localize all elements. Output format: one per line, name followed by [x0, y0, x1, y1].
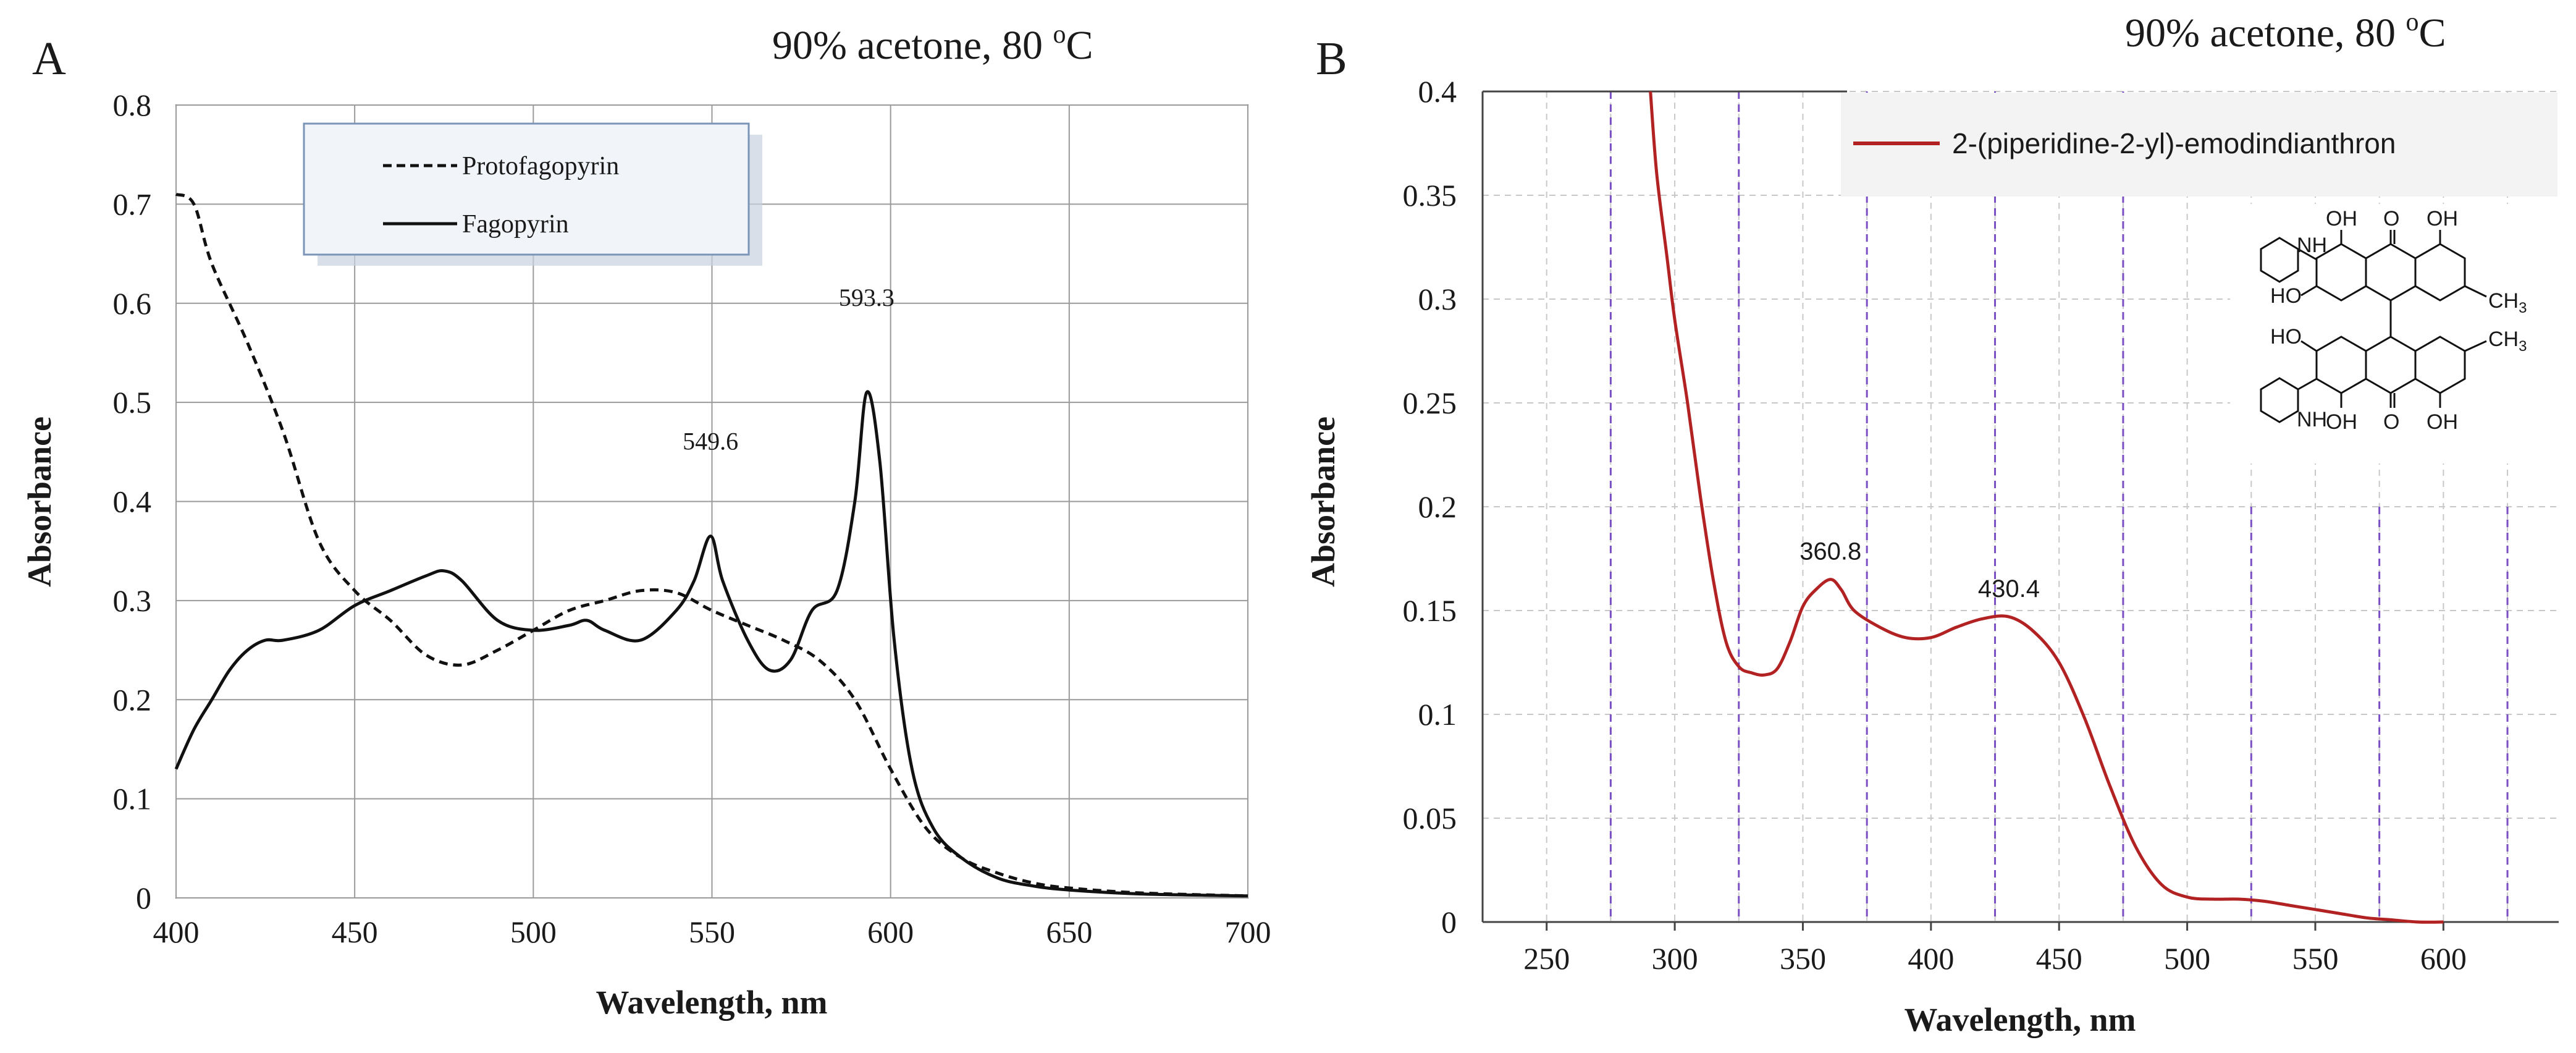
structure-label-o-upper: O [2383, 207, 2399, 230]
upper-methyl-bond [2464, 285, 2487, 298]
upper-piperidine-link [2297, 248, 2317, 261]
panel-a-y-axis-title: Absorbance [21, 417, 58, 587]
panel-a: A 90% acetone, 80 oC 400 450 500 550 600 650 7… [21, 20, 1271, 1021]
structure-label-o-lower: O [2383, 410, 2399, 434]
panel-a-y-tick-label: 0.8 [113, 88, 152, 122]
structure-label-ch-lower: CH [2488, 328, 2519, 351]
panel-a-y-tick-label: 0.1 [113, 782, 152, 816]
panel-a-series [174, 192, 1248, 898]
panel-b-x-axis-title: Wavelength, nm [1904, 1001, 2136, 1038]
structure-label-ho-lower: HO [2270, 325, 2302, 349]
structure-label-ch3-upper: CH3 [2488, 289, 2527, 316]
panel-a-y-ticks: 0 0.1 0.2 0.3 0.4 0.5 0.6 0.7 0.8 [113, 88, 152, 915]
panel-a-series-line-fagopyrin [174, 390, 1248, 898]
upper-ho-bond [2300, 285, 2317, 297]
panel-a-y-tick-label: 0.5 [113, 385, 152, 420]
panel-a-peak-label: 593.3 [839, 284, 894, 311]
panel-b-x-tick-label: 600 [2420, 941, 2467, 976]
panel-b-legend: 2-(piperidine-2-yl)-emodindianthron [1841, 93, 2557, 197]
panel-a-legend-box [303, 122, 750, 256]
panel-a-condition-degree: o [1053, 20, 1066, 49]
panel-b-y-ticks: 0 0.05 0.1 0.15 0.2 0.25 0.3 0.35 0.4 [1403, 74, 1457, 939]
panel-b-y-axis-title: Absorbance [1305, 417, 1342, 587]
structure-label-nh-lower: NH [2297, 408, 2327, 431]
panel-a-x-tick-label: 400 [153, 915, 200, 949]
panel-a-y-tick-label: 0.4 [113, 484, 152, 519]
panel-b-y-tick-label: 0.2 [1418, 489, 1457, 524]
structure-label-oh-lower-2: OH [2427, 410, 2458, 434]
panel-a-letter: A [32, 33, 66, 85]
panel-b: B 90% acetone, 80 oC 250 300 350 400 450 500 5… [1305, 8, 2559, 1038]
panel-a-peak-labels: 549.6 593.3 [683, 284, 894, 455]
structure-label-oh-upper-2: OH [2427, 207, 2458, 230]
panel-b-x-tick-label: 550 [2292, 941, 2338, 976]
panel-a-x-tick-label: 550 [689, 915, 735, 949]
panel-b-y-tick-label: 0 [1441, 905, 1457, 939]
lower-piperidine-ring [2260, 377, 2299, 423]
lower-ho-bond [2300, 340, 2317, 352]
panel-b-peak-label: 430.4 [1978, 575, 2040, 603]
panel-a-x-axis-title: Wavelength, nm [596, 984, 827, 1021]
panel-a-legend-label-protofagopyrin: Protofagopyrin [462, 152, 619, 180]
structure-label-3-lower: 3 [2519, 338, 2527, 355]
panel-b-series-line [1649, 91, 2444, 924]
panel-a-grid [175, 104, 1248, 899]
panel-b-letter: B [1316, 33, 1347, 85]
upper-right-ring [2414, 243, 2466, 302]
structure-label-ch-upper: CH [2488, 289, 2519, 313]
panel-a-x-tick-label: 700 [1225, 915, 1271, 949]
panel-a-condition-text: 90% acetone, 80 [772, 23, 1053, 68]
panel-b-condition: 90% acetone, 80 oC [2125, 8, 2446, 56]
panel-b-y-tick-label: 0.3 [1418, 282, 1457, 316]
structure-label-oh-upper-1: OH [2326, 207, 2357, 230]
panel-b-condition-degree: o [2406, 8, 2419, 36]
panel-a-legend-label-fagopyrin: Fagopyrin [462, 210, 569, 239]
structure-label-oh-lower-1: OH [2326, 410, 2357, 434]
panel-a-condition: 90% acetone, 80 oC [772, 20, 1093, 68]
panel-a-y-tick-label: 0 [136, 881, 151, 915]
panel-b-y-tick-label: 0.35 [1403, 178, 1457, 213]
panel-b-x-tick-label: 350 [1780, 941, 1826, 976]
panel-b-legend-box [1841, 93, 2557, 197]
panel-b-legend-label: 2-(piperidine-2-yl)-emodindianthron [1952, 127, 2396, 159]
panel-a-condition-unit: C [1066, 23, 1093, 68]
panel-b-x-tick-label: 300 [1652, 941, 1698, 976]
panel-a-x-tick-label: 500 [510, 915, 557, 949]
panel-b-x-ticks: 250 300 350 400 450 500 550 600 [1523, 922, 2467, 976]
structure-background [2230, 204, 2557, 463]
panel-a-y-tick-label: 0.6 [113, 286, 152, 321]
panel-a-x-tick-label: 650 [1046, 915, 1092, 949]
panel-b-peak-labels: 360.8 430.4 [1799, 538, 2040, 603]
panel-b-series [1649, 91, 2444, 924]
structure-label-nh-upper: NH [2297, 234, 2327, 257]
panel-b-y-tick-label: 0.05 [1403, 801, 1457, 835]
panel-b-y-tick-label: 0.25 [1403, 386, 1457, 420]
panel-a-y-tick-label: 0.7 [113, 187, 152, 221]
panel-b-condition-text: 90% acetone, 80 [2125, 11, 2406, 56]
lower-piperidine-link [2297, 378, 2317, 391]
panel-b-peak-label: 360.8 [1799, 538, 1861, 565]
panel-b-x-tick-label: 400 [1908, 941, 1954, 976]
panel-a-y-tick-label: 0.2 [113, 682, 152, 717]
panel-a-x-tick-label: 450 [332, 915, 378, 949]
structure-label-3-upper: 3 [2519, 300, 2527, 316]
panel-a-y-tick-label: 0.3 [113, 583, 152, 618]
panel-b-y-tick-label: 0.1 [1418, 697, 1457, 732]
panel-a-x-tick-label: 600 [867, 915, 914, 949]
lower-methyl-bond [2464, 340, 2487, 352]
chemical-structure-image: NH OH O OH HO CH3 HO CH3 NH OH O OH [2230, 204, 2557, 463]
panel-a-x-ticks: 400 450 500 550 600 650 700 [153, 915, 1271, 949]
panel-b-y-tick-label: 0.15 [1403, 593, 1457, 628]
panel-a-peak-label: 549.6 [683, 428, 738, 455]
structure-label-ho-upper: HO [2270, 284, 2302, 308]
panel-b-x-tick-label: 500 [2164, 941, 2210, 976]
structure-label-ch3-lower: CH3 [2488, 328, 2527, 355]
panel-b-condition-unit: C [2419, 11, 2446, 56]
panel-b-x-tick-label: 450 [2036, 941, 2082, 976]
panel-b-y-tick-label: 0.4 [1418, 74, 1457, 109]
panel-b-x-tick-label: 250 [1523, 941, 1570, 976]
panel-a-legend: Protofagopyrin Fagopyrin [303, 122, 762, 266]
